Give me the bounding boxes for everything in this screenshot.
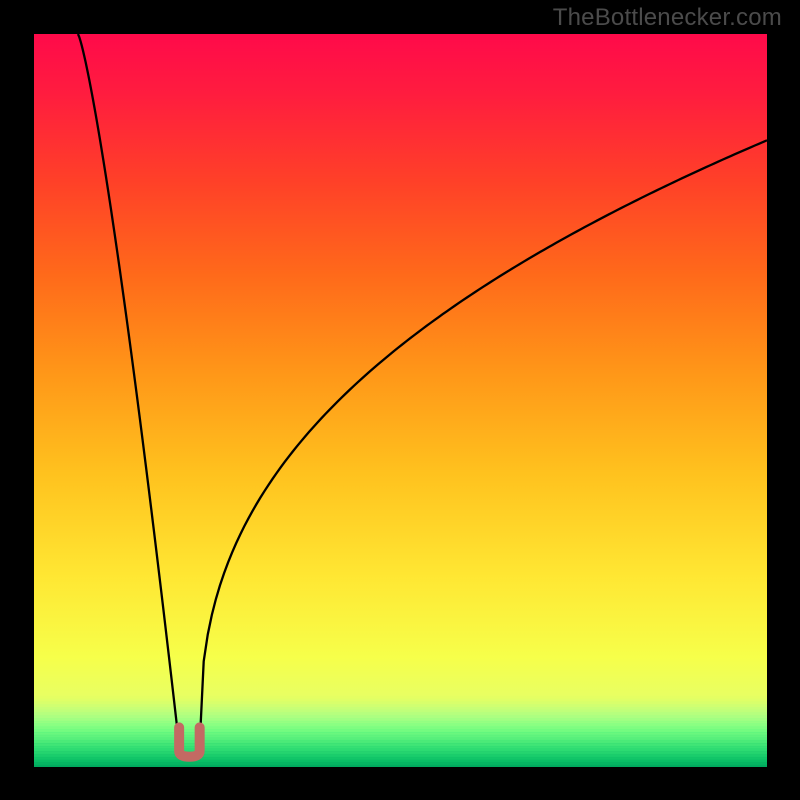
watermark-text: TheBottlenecker.com	[553, 4, 782, 32]
plot-overlay	[34, 34, 767, 767]
chart-stage: TheBottlenecker.com	[0, 0, 800, 800]
bottleneck-curve-left	[78, 34, 179, 745]
plot-area	[34, 34, 767, 767]
bottleneck-curve-right	[200, 140, 767, 745]
bottleneck-cup-marker	[179, 727, 200, 756]
